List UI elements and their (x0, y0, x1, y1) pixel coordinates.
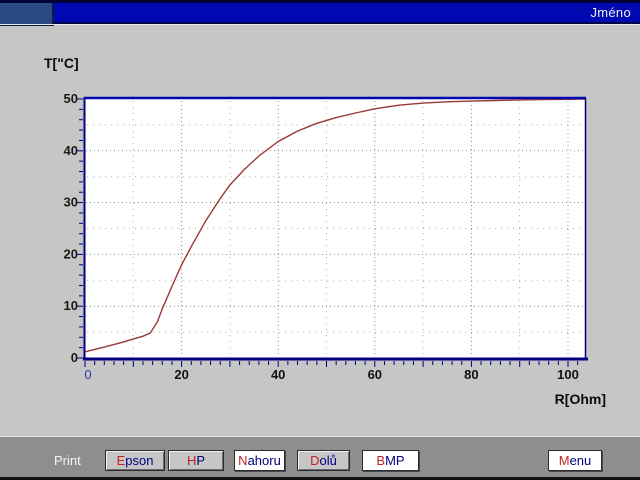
dolu-down-button[interactable]: Dolů (297, 450, 350, 471)
y-tick-label: 20 (64, 246, 78, 261)
y-tick-labels: 0 10 20 30 40 50 (64, 91, 78, 365)
axes (83, 96, 588, 361)
screen-bottom-edge (0, 477, 640, 480)
hp-button[interactable]: HP (168, 450, 224, 471)
y-tick-label: 40 (64, 143, 78, 158)
x-tick-label: 100 (557, 367, 579, 382)
x-tick-labels: 0 20 40 60 80 100 (84, 367, 578, 382)
titlebar-underline (0, 24, 640, 25)
epson-button-label: Epson (116, 453, 154, 468)
titlebar-logo-block (0, 3, 54, 26)
y-tick-label: 0 (71, 350, 78, 365)
x-tick-label: 20 (174, 367, 188, 382)
nahoru-up-button[interactable]: Nahoru (234, 450, 285, 471)
bmp-button[interactable]: BMP (362, 450, 419, 471)
y-tick-label: 30 (64, 195, 78, 210)
tick-marks (76, 98, 579, 367)
titlebar: Jméno (0, 0, 640, 26)
bmp-button-label: BMP (376, 453, 405, 468)
x-tick-label: 40 (271, 367, 285, 382)
hp-button-label: HP (186, 453, 206, 468)
titlebar-name-label[interactable]: Jméno (590, 5, 631, 20)
x-axis-title: R[Ohm] (554, 391, 606, 407)
nahoru-button-label: Nahoru (238, 453, 281, 468)
print-label: Print (54, 453, 81, 468)
series (84, 98, 585, 353)
x-tick-label: 0 (84, 367, 91, 382)
dolu-button-label: Dolů (310, 453, 337, 468)
x-tick-label: 60 (368, 367, 382, 382)
gridlines (86, 101, 584, 357)
epson-button[interactable]: Epson (105, 450, 165, 471)
y-axis-title: T["C] (44, 55, 79, 71)
y-tick-label: 50 (64, 91, 78, 106)
y-tick-label: 10 (64, 298, 78, 313)
statusbar: Print Epson HP Nahoru Dolů BMP Menu (0, 436, 640, 480)
x-tick-label: 80 (464, 367, 478, 382)
menu-button[interactable]: Menu (548, 450, 602, 471)
menu-button-label: Menu (558, 453, 592, 468)
data-curve (84, 98, 585, 353)
